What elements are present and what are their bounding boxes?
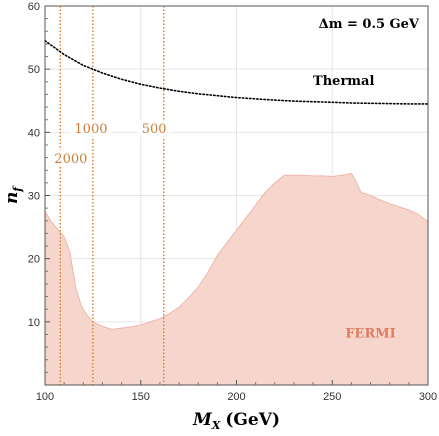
y-tick-label-60: 60 xyxy=(28,1,40,13)
mass-label-1000: 1000 xyxy=(74,122,107,137)
mass-label-2000: 2000 xyxy=(54,152,87,167)
mass-label-500: 500 xyxy=(142,122,167,137)
x-tick-label-200: 200 xyxy=(227,391,245,403)
y-tick-label-50: 50 xyxy=(28,64,40,76)
y-tick-label-40: 40 xyxy=(28,127,40,139)
x-axis-label: MX (GeV) xyxy=(192,410,280,432)
fermi-boundary xyxy=(44,172,429,330)
x-tick-label-300: 300 xyxy=(419,391,437,403)
y-tick-label-10: 10 xyxy=(28,317,40,329)
y-axis-subscript: f xyxy=(11,185,24,193)
y-axis-symbol: n xyxy=(2,192,22,204)
x-axis-subscript: X xyxy=(211,419,221,432)
mass-label-box-2000 xyxy=(50,149,92,167)
thermal-curve xyxy=(44,39,429,105)
axis-ticks: 100 150 200 250 300 10 20 30 40 50 60 xyxy=(28,1,437,403)
mass-label-box-1000 xyxy=(70,120,112,138)
fermi-series-label: FERMI xyxy=(345,327,395,342)
x-axis-symbol: M xyxy=(192,410,213,430)
mass-label-box-500 xyxy=(137,120,171,138)
delta-m-annotation: Δm = 0.5 GeV xyxy=(319,17,420,32)
fermi-excluded-region xyxy=(45,173,428,385)
thermal-layer xyxy=(44,39,429,105)
chart-labels: Δm = 0.5 GeV Thermal FERMI MX (GeV) nf 20… xyxy=(2,17,420,432)
x-axis-unit: (GeV) xyxy=(225,410,280,430)
fermi-layer xyxy=(44,172,429,385)
y-tick-label-20: 20 xyxy=(28,254,40,266)
y-axis-label: nf xyxy=(2,185,24,204)
thermal-series-label: Thermal xyxy=(313,74,374,89)
x-tick-label-100: 100 xyxy=(36,391,54,403)
y-tick-label-30: 30 xyxy=(28,191,40,203)
x-tick-label-250: 250 xyxy=(323,391,341,403)
x-tick-label-150: 150 xyxy=(132,391,150,403)
